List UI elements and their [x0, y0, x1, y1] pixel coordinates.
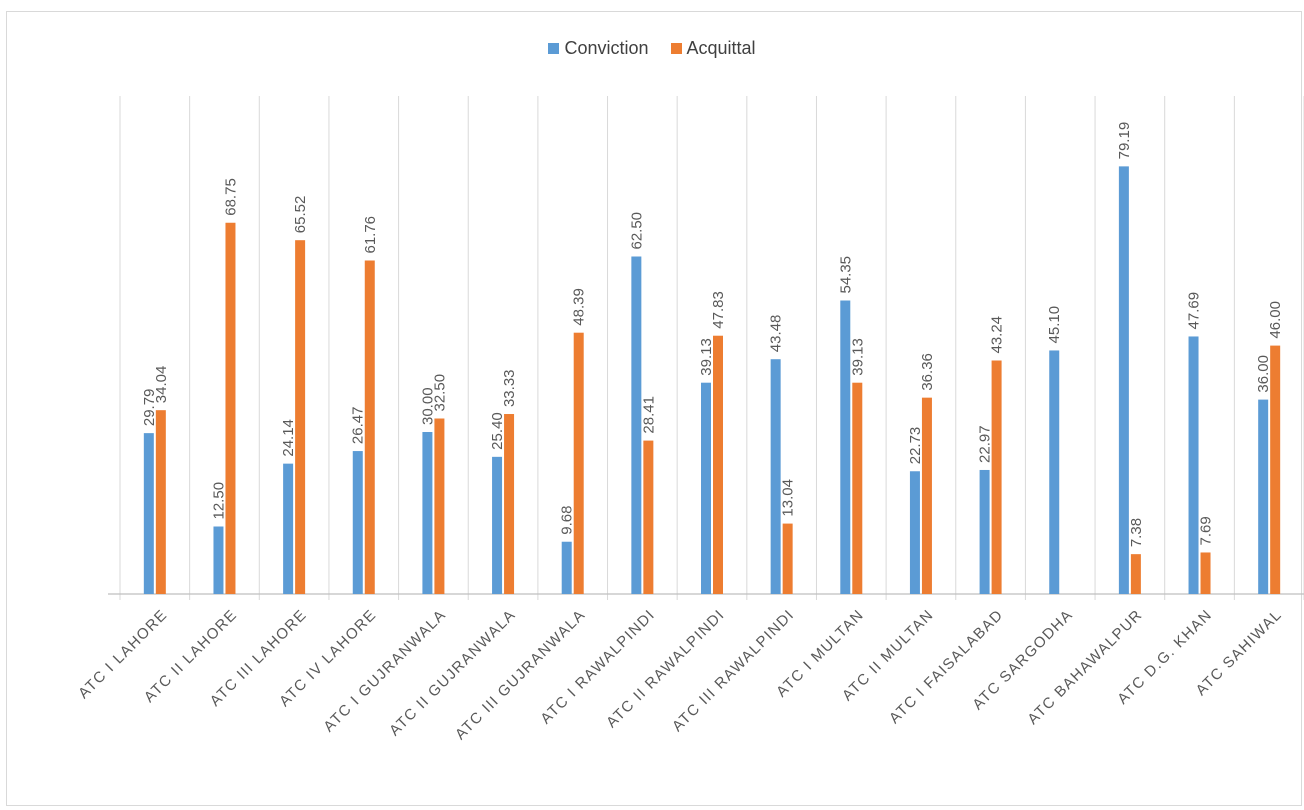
chart-area [6, 11, 1302, 806]
data-label-conviction: 54.35 [837, 256, 854, 294]
bar-acquittal [504, 414, 515, 594]
data-label-conviction: 36.00 [1255, 355, 1272, 393]
bar-acquittal [713, 335, 723, 594]
data-label-acquittal: 43.24 [989, 316, 1006, 354]
data-label-acquittal: 7.69 [1198, 516, 1215, 545]
data-label-conviction: 45.10 [1046, 306, 1063, 344]
data-label-acquittal: 33.33 [501, 369, 518, 407]
data-label-acquittal: 32.50 [431, 374, 448, 412]
bar-conviction [909, 471, 920, 594]
bar-conviction [283, 463, 294, 594]
bar-acquittal [852, 382, 863, 594]
bar-conviction [979, 469, 990, 594]
legend-label-conviction: Conviction [564, 38, 649, 58]
bar-acquittal [225, 222, 236, 594]
data-label-conviction: 24.14 [280, 419, 297, 457]
legend-swatch-conviction [548, 43, 560, 54]
bar-conviction [492, 456, 503, 594]
data-label-conviction: 47.69 [1186, 292, 1203, 330]
bar-conviction [1118, 166, 1129, 594]
data-label-acquittal: 46.00 [1267, 301, 1284, 339]
data-label-conviction: 12.50 [210, 482, 227, 520]
bar-acquittal [434, 418, 445, 594]
bar-conviction [840, 300, 851, 594]
data-label-conviction: 79.19 [1116, 122, 1133, 160]
bar-acquittal [643, 440, 654, 594]
bar-acquittal [573, 332, 584, 594]
x-tick-label: ATC II GUJRANWALA [386, 606, 519, 739]
data-label-acquittal: 68.75 [222, 178, 239, 216]
bar-conviction [1049, 350, 1060, 594]
data-label-acquittal: 47.83 [710, 291, 727, 329]
bar-acquittal [295, 240, 306, 594]
data-label-conviction: 30.00 [419, 387, 436, 425]
x-tick-label: ATC I GUJRANWALA [320, 606, 449, 735]
legend-label-acquittal: Acquittal [686, 38, 756, 58]
bar-acquittal [364, 260, 375, 594]
bar-conviction [1188, 336, 1199, 594]
bar-acquittal [782, 523, 793, 594]
bar-conviction [701, 382, 711, 594]
data-label-acquittal: 7.38 [1128, 518, 1145, 547]
bar-conviction [422, 432, 433, 594]
data-label-conviction: 26.47 [350, 407, 367, 445]
legend: Conviction Acquittal [0, 38, 1304, 59]
bar-conviction [143, 433, 154, 594]
data-label-conviction: 39.13 [698, 338, 715, 376]
legend-item-conviction: Conviction [548, 38, 649, 59]
bar-conviction [352, 451, 363, 594]
x-tick-label: ATC BAHAWALPUR [1024, 606, 1146, 728]
bar-acquittal [991, 360, 1002, 594]
x-tick-label: ATC I RAWALPINDI [537, 606, 658, 727]
data-label-acquittal: 61.76 [362, 216, 379, 254]
bar-conviction [1258, 399, 1269, 594]
data-label-acquittal: 48.39 [571, 288, 588, 326]
bar-acquittal [921, 397, 932, 594]
x-tick-label: ATC II RAWALPINDI [603, 606, 728, 731]
bar-conviction [561, 541, 572, 594]
data-label-acquittal: 36.36 [919, 353, 936, 391]
data-label-conviction: 43.48 [768, 315, 785, 353]
x-tick-label: ATC III RAWALPINDI [669, 606, 798, 735]
data-label-conviction: 22.73 [907, 427, 924, 465]
data-label-acquittal: 39.13 [849, 338, 866, 376]
bar-acquittal [155, 410, 166, 594]
x-tick-label: ATC III GUJRANWALA [452, 606, 589, 743]
bar-conviction [770, 359, 781, 594]
legend-swatch-acquittal [670, 43, 682, 54]
data-label-conviction: 25.40 [489, 412, 506, 450]
bar-conviction [213, 526, 224, 594]
data-label-conviction: 22.97 [977, 425, 994, 463]
legend-item-acquittal: Acquittal [670, 38, 756, 59]
x-tick-label: ATC I FAISALABAD [886, 606, 1007, 727]
data-label-conviction: 62.50 [628, 212, 645, 250]
data-label-conviction: 9.68 [559, 506, 576, 535]
data-label-conviction: 29.79 [141, 389, 158, 427]
data-label-acquittal: 65.52 [292, 196, 309, 234]
bar-acquittal [1270, 345, 1281, 594]
data-label-acquittal: 34.04 [153, 366, 170, 404]
data-label-acquittal: 13.04 [780, 479, 797, 517]
bar-acquittal [1130, 554, 1141, 594]
bar-acquittal [1200, 552, 1211, 594]
bar-conviction [631, 256, 642, 594]
data-label-acquittal: 28.41 [640, 396, 657, 434]
